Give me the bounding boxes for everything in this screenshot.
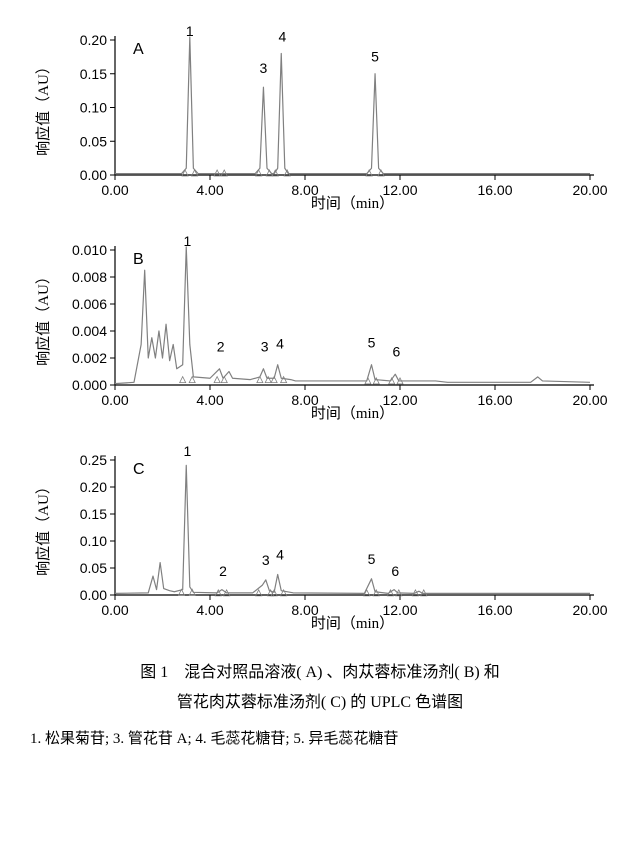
- svg-text:16.00: 16.00: [477, 392, 512, 408]
- svg-text:4: 4: [276, 547, 284, 563]
- svg-text:A: A: [133, 41, 144, 58]
- svg-text:5: 5: [371, 49, 379, 65]
- svg-text:C: C: [133, 461, 145, 478]
- svg-text:6: 6: [393, 344, 401, 360]
- caption-line-2: 管花肉苁蓉标准汤剂( C) 的 UPLC 色谱图: [20, 688, 620, 718]
- svg-text:2: 2: [219, 563, 227, 579]
- svg-text:3: 3: [262, 552, 270, 568]
- svg-text:4.00: 4.00: [196, 182, 223, 198]
- svg-text:0.05: 0.05: [80, 560, 107, 576]
- svg-text:1: 1: [186, 23, 194, 39]
- caption-line-1: 图 1 混合对照品溶液( A) 、肉苁蓉标准汤剂( B) 和: [20, 658, 620, 688]
- svg-text:时间（min）: 时间（min）: [311, 405, 394, 422]
- svg-text:0.20: 0.20: [80, 32, 107, 48]
- svg-text:20.00: 20.00: [572, 602, 607, 618]
- chart-svg: 0.000.050.100.150.200.250.004.008.0012.0…: [20, 440, 620, 640]
- svg-text:响应值（AU）: 响应值（AU）: [34, 479, 52, 576]
- svg-text:时间（min）: 时间（min）: [311, 615, 394, 632]
- peak-legend: 1. 松果菊苷; 3. 管花苷 A; 4. 毛蕊花糖苷; 5. 异毛蕊花糖苷: [20, 727, 620, 748]
- svg-text:0.00: 0.00: [80, 587, 107, 603]
- svg-text:1: 1: [184, 233, 192, 249]
- svg-text:0.10: 0.10: [80, 533, 107, 549]
- chart-panel-b: 0.0000.0020.0040.0060.0080.0100.004.008.…: [20, 230, 620, 430]
- svg-text:2: 2: [217, 338, 225, 354]
- svg-text:0.010: 0.010: [72, 242, 107, 258]
- svg-text:4: 4: [276, 336, 284, 352]
- svg-text:0.00: 0.00: [101, 392, 128, 408]
- svg-text:0.00: 0.00: [101, 602, 128, 618]
- svg-text:0.004: 0.004: [72, 323, 107, 339]
- svg-text:0.00: 0.00: [80, 167, 107, 183]
- svg-text:20.00: 20.00: [572, 182, 607, 198]
- svg-text:4.00: 4.00: [196, 602, 223, 618]
- svg-text:4: 4: [279, 28, 287, 44]
- svg-text:3: 3: [261, 338, 269, 354]
- svg-text:时间（min）: 时间（min）: [311, 195, 394, 212]
- svg-text:20.00: 20.00: [572, 392, 607, 408]
- svg-text:1: 1: [184, 443, 192, 459]
- svg-text:16.00: 16.00: [477, 182, 512, 198]
- svg-text:4.00: 4.00: [196, 392, 223, 408]
- svg-text:0.10: 0.10: [80, 100, 107, 116]
- svg-text:5: 5: [368, 334, 376, 350]
- svg-text:响应值（AU）: 响应值（AU）: [34, 59, 52, 156]
- figure-container: 0.000.050.100.150.200.004.008.0012.0016.…: [20, 20, 620, 748]
- svg-text:0.002: 0.002: [72, 350, 107, 366]
- charts-host: 0.000.050.100.150.200.004.008.0012.0016.…: [20, 20, 620, 640]
- chart-svg: 0.0000.0020.0040.0060.0080.0100.004.008.…: [20, 230, 620, 430]
- svg-text:0.15: 0.15: [80, 506, 107, 522]
- svg-text:0.000: 0.000: [72, 377, 107, 393]
- figure-caption: 图 1 混合对照品溶液( A) 、肉苁蓉标准汤剂( B) 和 管花肉苁蓉标准汤剂…: [20, 658, 620, 719]
- svg-text:0.05: 0.05: [80, 133, 107, 149]
- svg-text:B: B: [133, 251, 144, 268]
- chart-panel-a: 0.000.050.100.150.200.004.008.0012.0016.…: [20, 20, 620, 220]
- svg-text:0.15: 0.15: [80, 66, 107, 82]
- svg-text:0.25: 0.25: [80, 452, 107, 468]
- chart-svg: 0.000.050.100.150.200.004.008.0012.0016.…: [20, 20, 620, 220]
- svg-text:3: 3: [260, 60, 268, 76]
- svg-text:0.008: 0.008: [72, 269, 107, 285]
- svg-text:0.00: 0.00: [101, 182, 128, 198]
- svg-text:响应值（AU）: 响应值（AU）: [34, 269, 52, 366]
- svg-text:6: 6: [391, 563, 399, 579]
- chart-panel-c: 0.000.050.100.150.200.250.004.008.0012.0…: [20, 440, 620, 640]
- svg-text:0.006: 0.006: [72, 296, 107, 312]
- svg-text:16.00: 16.00: [477, 602, 512, 618]
- svg-text:5: 5: [368, 551, 376, 567]
- svg-text:0.20: 0.20: [80, 479, 107, 495]
